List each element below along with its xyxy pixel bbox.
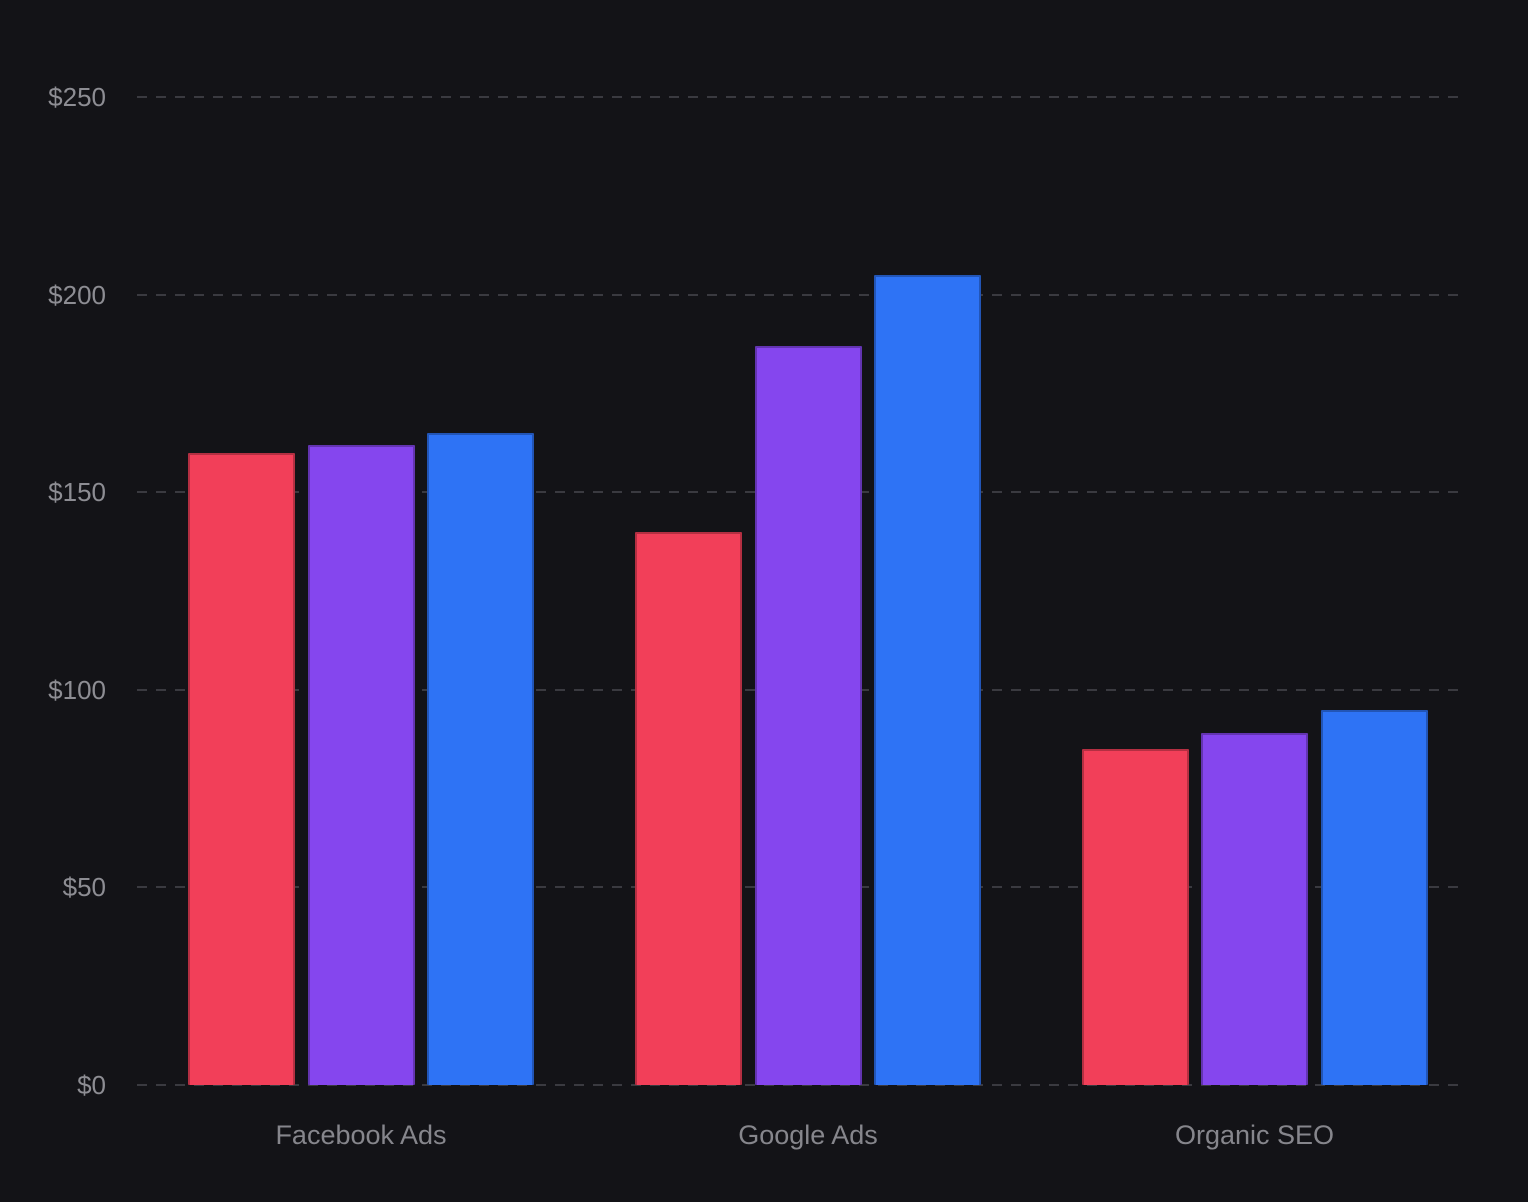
y-tick-label: $250	[48, 81, 106, 112]
bar-blue[interactable]	[427, 432, 534, 1085]
y-tick-label: $200	[48, 279, 106, 310]
bar-red[interactable]	[188, 452, 295, 1085]
x-category-label: Google Ads	[738, 1120, 878, 1150]
gridline	[137, 293, 1465, 296]
y-tick-label: $0	[77, 1070, 106, 1100]
bar-red[interactable]	[1081, 749, 1189, 1085]
y-tick-label: $150	[48, 477, 106, 508]
y-tick-label: $100	[48, 674, 106, 705]
bar-purple[interactable]	[754, 345, 862, 1085]
bar-red[interactable]	[635, 531, 742, 1085]
x-category-label: Facebook Ads	[275, 1120, 447, 1150]
gridline	[137, 1084, 1465, 1086]
bar-blue[interactable]	[874, 274, 981, 1085]
gridline	[137, 95, 1465, 98]
bar-blue[interactable]	[1320, 709, 1428, 1085]
y-tick-label: $50	[62, 872, 106, 903]
bar-purple[interactable]	[307, 444, 415, 1085]
x-category-label: Organic SEO	[1174, 1120, 1335, 1150]
bar-purple[interactable]	[1201, 733, 1308, 1085]
